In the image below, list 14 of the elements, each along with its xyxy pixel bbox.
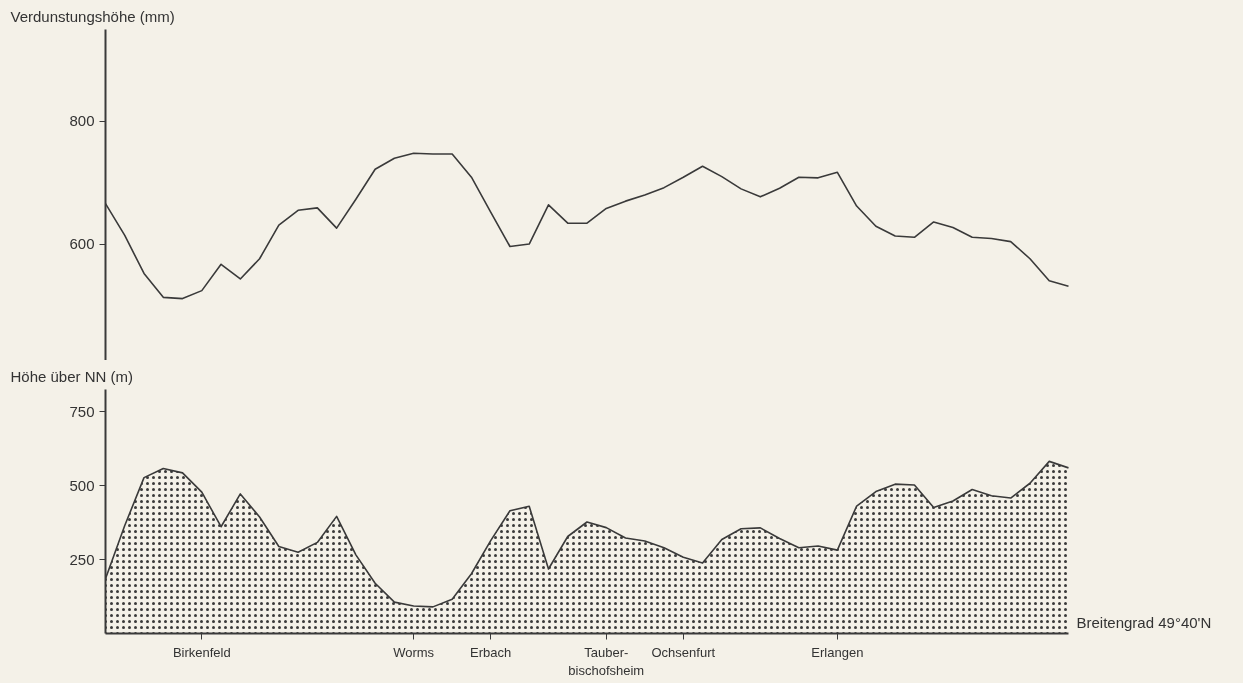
y-axis-title: Verdunstungshöhe (mm) <box>10 7 175 25</box>
x-axis-title: Breitengrad 49°40'N <box>1076 613 1212 631</box>
x-tick-label: Worms <box>393 644 435 660</box>
x-tick-label: Tauber- bischofsheim <box>568 644 645 678</box>
y-tick-label: 800 <box>69 112 95 130</box>
y-tick-label: 750 <box>69 402 95 420</box>
x-tick-label: Erbach <box>470 644 512 660</box>
y-tick-label: 600 <box>69 235 95 253</box>
x-tick-label: Erlangen <box>811 644 864 660</box>
y-tick-label: 500 <box>69 476 95 494</box>
x-tick-label: Ochsenfurt <box>651 644 716 660</box>
x-tick-label: Birkenfeld <box>172 644 231 660</box>
y-tick-label: 250 <box>69 550 95 568</box>
y-axis-title: Höhe über NN (m) <box>10 367 134 385</box>
